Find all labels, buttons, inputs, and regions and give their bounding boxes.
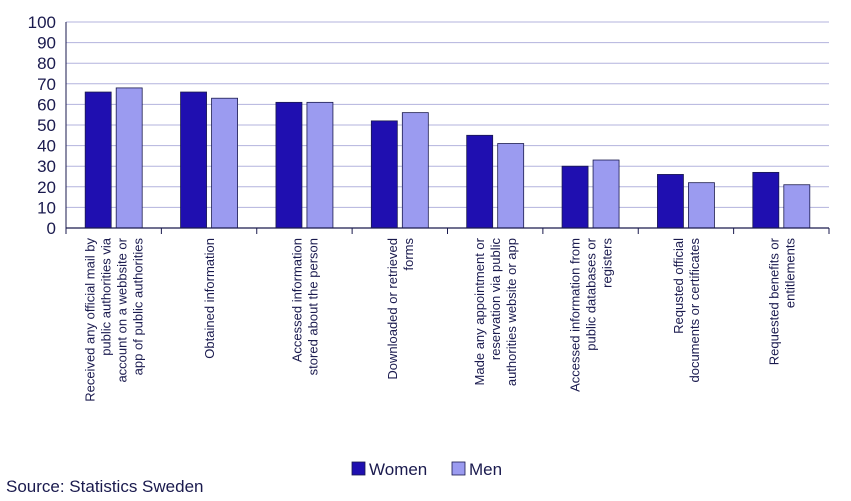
source-note: Source: Statistics Sweden	[6, 477, 203, 496]
bar-women	[180, 91, 207, 229]
y-tick-label: 30	[37, 157, 56, 176]
bar-men	[592, 159, 620, 229]
x-category-label: Obtained information	[202, 238, 217, 359]
y-tick-label: 60	[37, 95, 56, 114]
bar-women	[561, 165, 589, 229]
x-category-label: Accessed informationstored about the per…	[289, 238, 320, 375]
x-category-label: Downloaded or retrievedforms	[385, 238, 416, 380]
y-tick-label: 50	[37, 116, 56, 135]
bar-women	[657, 174, 684, 229]
bar-men	[783, 184, 811, 229]
bar-men	[115, 87, 143, 229]
legend: Women Men	[351, 460, 502, 479]
x-category-label: Requsted officialdocuments or certificat…	[671, 238, 702, 383]
y-tick-label: 90	[37, 34, 56, 53]
y-tick-label: 100	[28, 13, 56, 32]
bar-women	[370, 120, 398, 229]
bar-women	[466, 134, 494, 229]
bar-men	[211, 97, 238, 229]
legend-label-men: Men	[469, 460, 502, 479]
x-category-label: Made any appointment orreservation via p…	[472, 237, 519, 386]
legend-swatch-men	[451, 461, 466, 476]
category-labels: Received any official mail bypublic auth…	[83, 237, 798, 402]
legend-label-women: Women	[369, 460, 427, 479]
bar-women	[84, 91, 112, 229]
x-axis	[65, 22, 830, 234]
legend-swatch-women	[351, 461, 366, 476]
y-tick-label: 0	[47, 219, 56, 238]
y-tick-label: 80	[37, 54, 56, 73]
bar-women	[752, 171, 780, 229]
bar-women	[275, 101, 303, 229]
x-category-label: Received any official mail bypublic auth…	[83, 237, 146, 402]
bar-men	[306, 101, 334, 229]
y-tick-label: 20	[37, 178, 56, 197]
x-category-label: Accessed information frompublic database…	[568, 237, 615, 392]
y-tick-label: 40	[37, 137, 56, 156]
bar-men	[497, 143, 525, 229]
y-tick-label: 70	[37, 75, 56, 94]
bar-men	[688, 182, 715, 229]
y-tick-label: 10	[37, 198, 56, 217]
x-category-label: Requested benefits orentitlements	[766, 237, 797, 365]
bar-men	[401, 112, 429, 229]
